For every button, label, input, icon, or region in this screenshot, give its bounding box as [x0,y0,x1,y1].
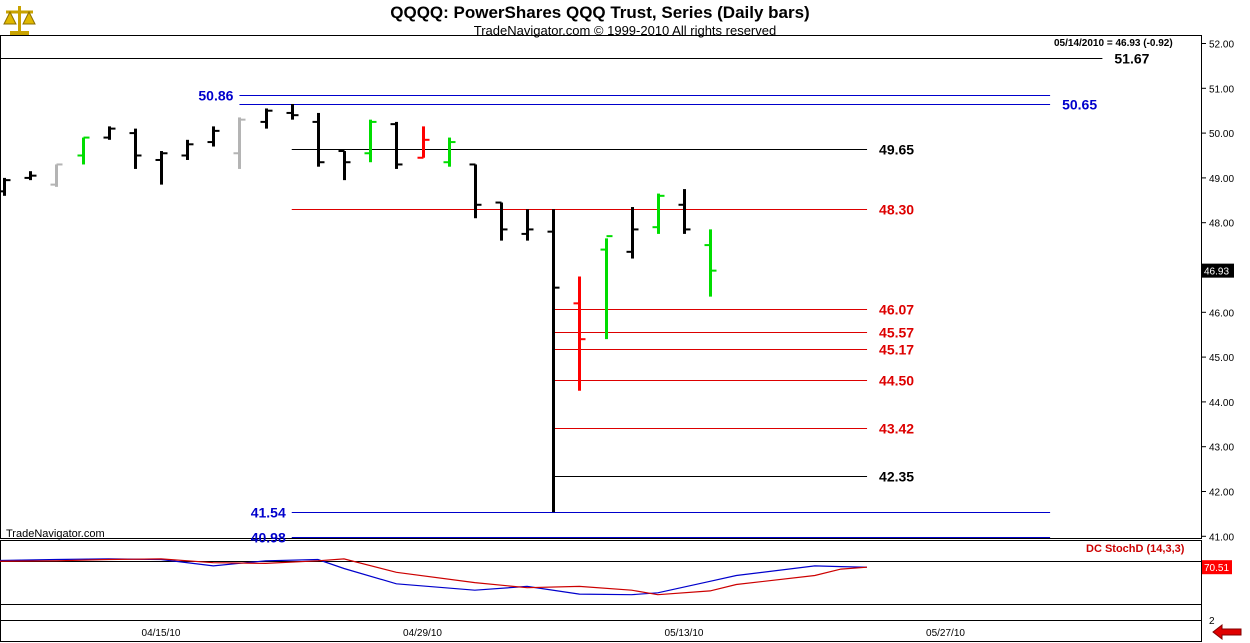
level-label: 40.98 [251,530,286,546]
indicator-y-tick: 2 [1209,616,1215,627]
level-label: 44.50 [879,373,914,389]
last-quote: 05/14/2010 = 46.93 (-0.92) [1054,38,1173,49]
ohlc-bar [600,235,613,340]
level-label: 43.42 [879,421,914,437]
ohlc-bar [469,163,482,219]
level-label: 49.65 [879,142,914,158]
x-tick-label: 04/15/10 [142,628,181,639]
ohlc-bar [678,189,691,234]
ohlc-bar [207,126,220,147]
y-tick-label: 41.00 [1209,532,1234,543]
indicator-panel-frame [0,540,1202,621]
level-label: 50.65 [1062,97,1097,113]
stoch-line [0,558,868,596]
y-tick-label: 49.00 [1209,174,1234,185]
ohlc-bar [77,136,90,165]
level-label: 51.67 [1114,51,1149,67]
y-tick-label: 52.00 [1209,40,1234,51]
ohlc-bar [0,177,11,196]
indicator-value-label: 70.51 [1204,563,1229,574]
x-tick-label: 05/13/10 [665,628,704,639]
ohlc-bar [260,108,273,129]
ohlc-bar [181,139,194,160]
level-label: 42.35 [879,469,914,485]
ohlc-bar [103,126,116,140]
x-tick-label: 05/27/10 [926,628,965,639]
indicator-name: DC StochD (14,3,3) [1086,543,1185,555]
y-tick-label: 46.00 [1209,308,1234,319]
level-label: 46.07 [879,302,914,318]
ohlc-bar [129,128,142,169]
y-tick-label: 42.00 [1209,488,1234,499]
ohlc-bar [286,103,299,120]
ohlc-bar [547,209,560,513]
arrow-left-shape [1212,623,1242,641]
ohlc-bar [155,151,168,185]
price-panel-frame [0,35,1202,539]
ohlc-bar [443,137,456,167]
page-title: QQQQ: PowerShares QQQ Trust, Series (Dai… [390,3,810,22]
y-tick-label: 43.00 [1209,443,1234,454]
y-tick-label: 45.00 [1209,353,1234,364]
ohlc-bar [626,207,639,259]
ohlc-bar [364,119,377,163]
ohlc-bar [390,121,403,169]
ohlc-bar [495,201,508,241]
ohlc-bar [338,150,351,181]
level-label: 45.57 [879,325,914,341]
ohlc-bar [24,171,37,181]
level-label: 41.54 [251,505,286,521]
y-tick-label: 48.00 [1209,219,1234,230]
logo-shape [3,6,36,35]
ohlc-bar [417,126,430,159]
last-price-box [1202,263,1234,278]
level-label: 45.17 [879,342,914,358]
date-axis-frame [0,620,1202,642]
ohlc-bar [312,112,325,167]
level-label: 50.86 [198,88,233,104]
indicator-value-box [1202,560,1232,575]
last-price-label: 46.93 [1204,267,1229,278]
level-label: 48.30 [879,202,914,218]
ohlc-bar [704,229,717,297]
x-tick-label: 04/29/10 [403,628,442,639]
ohlc-bar [573,276,586,391]
y-tick-label: 50.00 [1209,129,1234,140]
y-tick-label: 51.00 [1209,84,1234,95]
ohlc-bar [233,117,246,169]
y-tick-label: 44.00 [1209,398,1234,409]
ohlc-bar [521,209,534,241]
watermark: TradeNavigator.com [6,528,105,540]
page-subtitle: TradeNavigator.com © 1999-2010 All right… [473,23,777,38]
ohlc-bar [652,193,665,234]
ohlc-bar [50,163,63,187]
